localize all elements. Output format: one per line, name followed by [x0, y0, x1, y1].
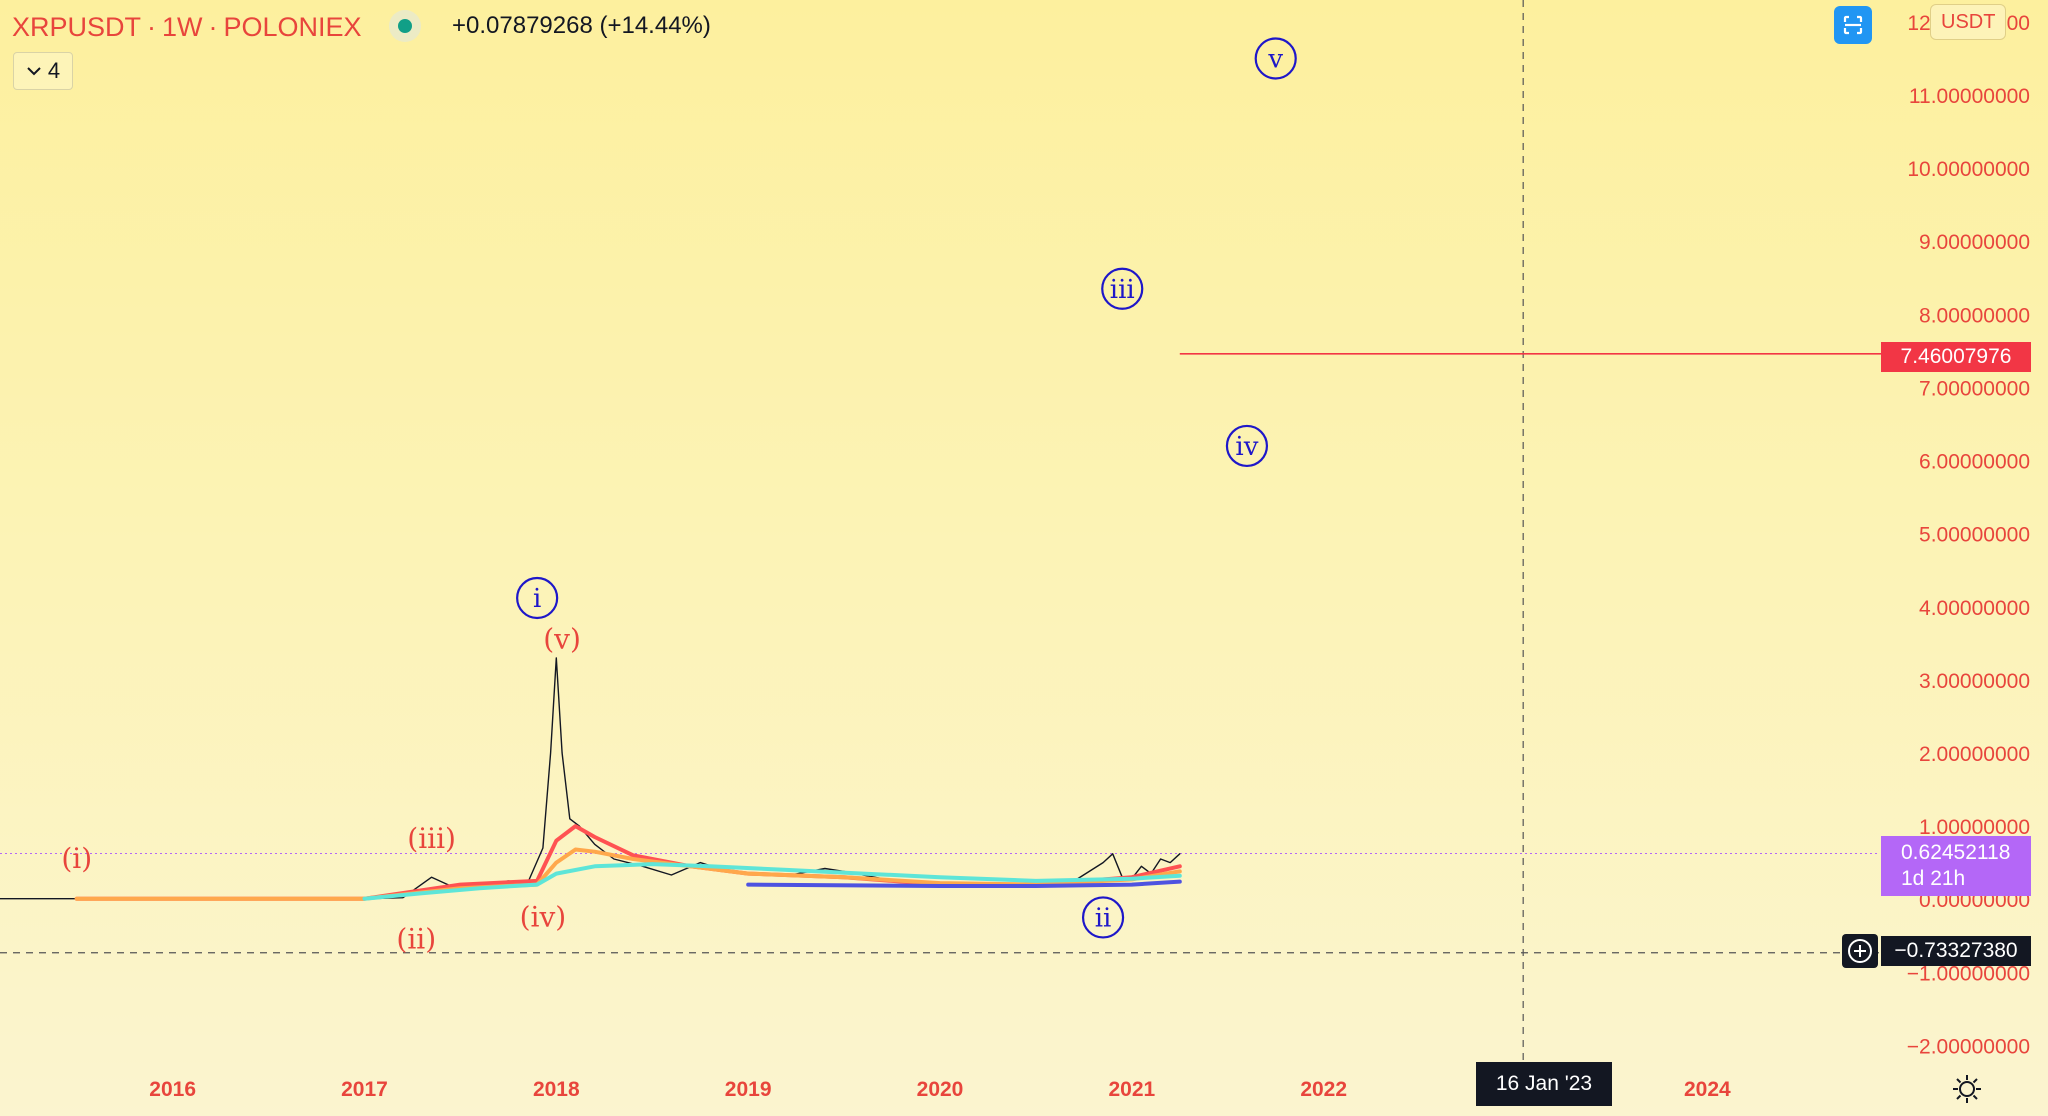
time-scale-label: 2019 [725, 1078, 772, 1101]
price-scale-label: 5.00000000 [1919, 524, 2030, 547]
scale-fit-icon [1843, 15, 1863, 35]
price-scale-label: 6.00000000 [1919, 451, 2030, 474]
separator: · [147, 11, 157, 42]
chevron-down-icon [27, 67, 41, 76]
indicator-toggle-button[interactable]: 4 [13, 52, 73, 90]
price-scale-label: 1.00000000 [1919, 816, 2030, 839]
bar-countdown: 1d 21h [1901, 867, 1966, 890]
interval-label: 1W [162, 11, 203, 42]
wave-label: (i) [61, 842, 92, 875]
price-scale-label: 4.00000000 [1919, 597, 2030, 620]
wave-label-circle [1225, 424, 1269, 468]
time-scale-label: 2016 [149, 1078, 196, 1101]
wave-label: ii [1095, 903, 1112, 933]
time-scale-label: 2022 [1300, 1078, 1347, 1101]
wave-label-circle [1081, 896, 1125, 939]
wave-label-circle [1254, 37, 1297, 80]
plus-circle-icon[interactable] [1842, 934, 1878, 968]
moving-average-line-4 [746, 879, 1182, 888]
symbol-name: XRPUSDT [12, 11, 142, 42]
wave-label: (v) [543, 623, 581, 656]
wave-label: (iii) [407, 822, 456, 855]
wave-label: (ii) [396, 922, 436, 955]
moving-average-line-2 [74, 847, 1182, 901]
wave-label: iii [1110, 275, 1135, 305]
separator: · [208, 11, 218, 42]
price-scale-label: 8.00000000 [1919, 304, 2030, 327]
moving-average-line-3 [362, 862, 1182, 901]
wave-label: v [1267, 44, 1283, 74]
auto-scale-button[interactable] [1834, 6, 1872, 44]
indicator-count: 4 [47, 58, 61, 83]
price-change: +0.07879268 (+14.44%) [452, 12, 711, 39]
gear-icon[interactable] [1950, 1072, 1984, 1106]
price-scale-label: 10.00000000 [1907, 158, 2030, 181]
time-scale-label: 2024 [1684, 1078, 1731, 1101]
price-scale-label: −1.00000000 [1907, 962, 2030, 985]
price-scale-label: 11.00000000 [1909, 85, 2030, 108]
price-scale-label: −2.00000000 [1907, 1035, 2030, 1058]
crosshair-price-label: −0.73327380 [1881, 936, 2031, 966]
price-scale-label: 7.00000000 [1919, 377, 2030, 400]
price-scale-label: 2.00000000 [1919, 743, 2030, 766]
symbol-title[interactable]: XRPUSDT · 1W · POLONIEX [12, 10, 362, 44]
price-scale-label: 9.00000000 [1919, 231, 2030, 254]
time-scale-label: 2020 [917, 1078, 964, 1101]
last-price-value: 0.62452118 [1901, 841, 2011, 864]
last-price-label: 0.62452118 1d 21h [1881, 836, 2031, 896]
time-scale-label: 2017 [341, 1078, 388, 1101]
wave-label: i [533, 584, 541, 614]
wave-label: iv [1235, 432, 1258, 462]
crosshair-date-label: 16 Jan '23 [1476, 1062, 1612, 1106]
wave-label: (iv) [520, 900, 567, 933]
target-price-label: 7.46007976 [1881, 342, 2031, 372]
exchange-label: POLONIEX [223, 11, 362, 42]
wave-label-circle [516, 576, 559, 620]
status-dot-icon [389, 10, 421, 42]
price-scale-label: 3.00000000 [1919, 670, 2030, 693]
time-scale-label: 2021 [1108, 1078, 1155, 1101]
currency-button[interactable]: USDT [1930, 4, 2007, 40]
price-series-line [0, 657, 1181, 900]
wave-label-circle [1101, 267, 1144, 310]
time-scale-label: 2018 [533, 1078, 580, 1101]
